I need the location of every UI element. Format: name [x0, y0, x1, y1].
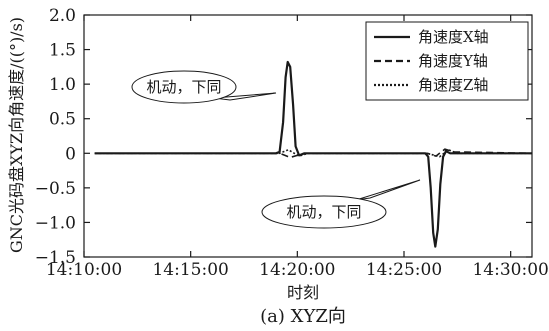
callout-tail-2 — [355, 179, 421, 201]
x-axis-label: 时刻 — [287, 283, 319, 302]
x-tick-label: 14:20:00 — [259, 260, 335, 280]
y-tick-label: 0 — [65, 144, 76, 164]
legend-box — [365, 21, 529, 101]
x-tick-label: 14:10:00 — [46, 260, 122, 280]
x-tick-label: 14:30:00 — [472, 260, 548, 280]
y-tick-label: −1.0 — [35, 213, 76, 233]
callout-bubble-2 — [261, 195, 387, 229]
annotation-text-1: 机动，下同 — [146, 78, 221, 96]
y-tick-label: −0.5 — [35, 179, 76, 199]
x-tick-label: 14:15:00 — [152, 260, 228, 280]
tick-labels: 14:10:00 14:15:00 14:20:00 14:25:00 14:30:00… — [35, 6, 549, 280]
y-tick-label: 0.5 — [49, 110, 76, 130]
series-line-3 — [94, 149, 532, 158]
series-line-2 — [94, 148, 533, 159]
legend-label-1: 角速度X轴 — [418, 28, 489, 46]
legend-label-2: 角速度Y轴 — [418, 52, 488, 70]
plot-frame — [83, 14, 533, 258]
y-tick-label: −1.5 — [35, 248, 76, 268]
legend-label-3: 角速度Z轴 — [418, 76, 488, 94]
y-tick-label: 1.0 — [49, 75, 76, 95]
plot-border — [83, 14, 533, 258]
callout-tail-1 — [213, 92, 277, 101]
callout-bubble-1 — [131, 70, 237, 104]
annotation-text-2: 机动，下同 — [286, 203, 361, 221]
x-tick-label: 14:25:00 — [366, 260, 442, 280]
figure-caption: (a) XYZ向 — [260, 306, 346, 327]
tick-marks — [83, 14, 532, 258]
y-tick-label: 2.0 — [49, 6, 76, 26]
data-lines — [94, 60, 533, 248]
y-axis-label: GNC光码盘XYZ向角速度/((°)/s) — [7, 17, 26, 253]
y-tick-label: 1.5 — [49, 41, 76, 61]
